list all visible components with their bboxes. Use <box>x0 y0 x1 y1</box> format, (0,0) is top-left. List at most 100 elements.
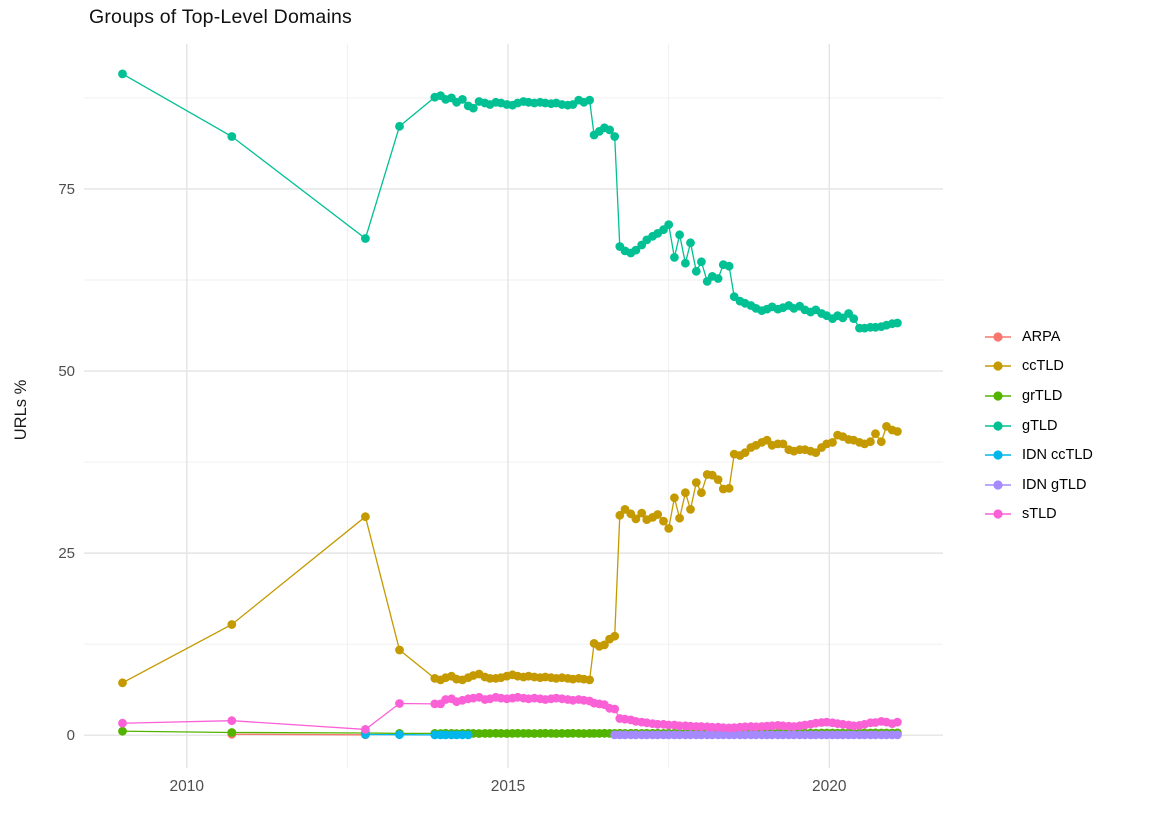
series-gtld <box>118 69 902 333</box>
data-point-cctld <box>866 437 875 447</box>
series-line-gtld <box>122 73 898 329</box>
data-point-gtld <box>675 230 684 240</box>
data-point-gtld <box>395 121 404 131</box>
x-tick-label: 2010 <box>170 778 205 795</box>
data-point-cctld <box>600 640 609 650</box>
y-tick-label: 75 <box>58 181 75 198</box>
data-point-idn-cctld <box>463 730 473 740</box>
data-point-cctld <box>395 645 404 655</box>
y-tick-label: 50 <box>58 363 75 380</box>
data-point-cctld <box>893 427 902 436</box>
legend-label: sTLD <box>1022 506 1057 523</box>
series-line-arpa <box>231 733 366 736</box>
data-point-cctld <box>876 437 886 447</box>
data-point-cctld <box>811 448 821 457</box>
legend-label: grTLD <box>1022 387 1063 404</box>
data-point-cctld <box>637 508 647 518</box>
data-point-gtld <box>893 318 902 328</box>
data-point-gtld <box>681 258 690 268</box>
data-point-cctld <box>664 524 674 533</box>
data-point-grtld <box>227 728 237 737</box>
data-point-gtld <box>631 245 641 255</box>
legend-label: gTLD <box>1022 417 1058 434</box>
data-point-gtld <box>605 125 614 135</box>
data-point-cctld <box>631 514 641 524</box>
data-point-idn-gtld <box>893 730 902 740</box>
data-point-cctld <box>681 488 690 498</box>
data-point-gtld <box>361 234 370 243</box>
series-idn-gtld <box>610 730 902 740</box>
data-point-stld <box>893 717 902 727</box>
x-tick-label: 2020 <box>812 778 847 795</box>
data-point-cctld <box>610 631 620 641</box>
legend-key-icon <box>985 480 1011 490</box>
data-point-gtld <box>691 266 701 276</box>
legend-key-icon <box>985 509 1011 519</box>
data-point-gtld <box>610 132 620 141</box>
data-point-grtld <box>118 726 127 736</box>
data-point-cctld <box>585 675 594 685</box>
data-point-cctld <box>659 516 668 526</box>
data-point-gtld <box>468 103 478 113</box>
series-cctld <box>118 422 902 688</box>
data-point-cctld <box>227 620 237 629</box>
data-point-gtld <box>849 314 859 323</box>
data-point-cctld <box>615 510 625 520</box>
legend-item-gtld: gTLD <box>985 411 1093 441</box>
axis-tick-labels: 0 25 50 75 2010 2015 2020 <box>58 181 847 795</box>
data-point-stld <box>227 716 237 726</box>
y-tick-label: 25 <box>58 545 75 562</box>
data-point-cctld <box>697 488 706 498</box>
data-point-cctld <box>670 493 679 503</box>
legend-label: IDN ccTLD <box>1022 447 1093 464</box>
data-point-idn-cctld <box>395 730 404 740</box>
legend-item-cctld: ccTLD <box>985 352 1093 382</box>
data-point-cctld <box>871 429 880 439</box>
data-point-gtld <box>227 132 237 141</box>
data-point-gtld <box>697 257 706 267</box>
legend-item-idn-cctld: IDN ccTLD <box>985 440 1093 470</box>
legend-key-icon <box>985 450 1011 460</box>
grid-minor <box>84 44 943 768</box>
data-point-cctld <box>118 678 127 688</box>
series-stld <box>118 692 902 734</box>
data-point-gtld <box>458 95 467 104</box>
data-point-gtld <box>118 69 127 79</box>
legend: ARPA ccTLD grTLD gTLD IDN ccTLD IDN gTLD sTLD <box>985 322 1093 529</box>
series-arpa <box>227 729 370 740</box>
x-tick-label: 2015 <box>491 778 525 795</box>
data-point-cctld <box>778 439 788 449</box>
data-point-gtld <box>585 95 594 105</box>
legend-item-idn-gtld: IDN gTLD <box>985 470 1093 500</box>
legend-key-icon <box>985 391 1011 401</box>
chart-title: Groups of Top-Level Domains <box>89 6 353 28</box>
data-point-cctld <box>361 512 370 522</box>
data-point-cctld <box>740 448 750 457</box>
data-point-cctld <box>691 478 701 487</box>
data-point-cctld <box>713 475 723 484</box>
data-point-gtld <box>664 220 674 230</box>
data-point-stld <box>361 725 370 734</box>
legend-item-stld: sTLD <box>985 500 1093 530</box>
series-idn-cctld <box>361 730 473 740</box>
data-point-gtld <box>713 274 723 283</box>
data-point-gtld <box>670 253 679 262</box>
grid-major <box>84 44 943 768</box>
data-point-stld <box>395 699 404 708</box>
legend-item-grtld: grTLD <box>985 381 1093 411</box>
data-point-stld <box>118 718 127 728</box>
data-point-cctld <box>724 483 734 493</box>
legend-label: ARPA <box>1022 328 1061 345</box>
legend-label: IDN gTLD <box>1022 476 1087 493</box>
data-point-cctld <box>686 505 695 514</box>
data-point-gtld <box>724 261 734 271</box>
data-point-gtld <box>686 238 695 248</box>
data-point-stld <box>610 704 620 714</box>
data-point-cctld <box>653 510 663 519</box>
legend-key-icon <box>985 361 1011 371</box>
legend-item-arpa: ARPA <box>985 322 1093 352</box>
legend-label: ccTLD <box>1022 358 1064 375</box>
y-tick-label: 0 <box>67 727 75 744</box>
